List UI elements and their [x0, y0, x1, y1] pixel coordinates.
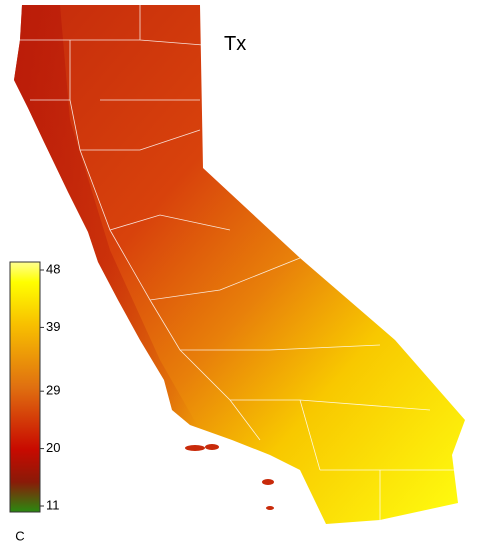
- colorbar-unit: C: [15, 528, 24, 543]
- islands: [185, 444, 274, 510]
- colorbar-ticks: 48 39 29 20 11: [40, 261, 60, 512]
- colorbar-tick-label: 48: [46, 261, 60, 276]
- colorbar-tick-label: 39: [46, 319, 60, 334]
- colorbar-tick-label: 29: [46, 383, 60, 398]
- state-shape: [14, 5, 465, 524]
- map-title: Tx: [224, 33, 246, 55]
- colorbar-tick-label: 11: [46, 497, 60, 512]
- colorbar: [9, 261, 41, 513]
- colorbar-tick-label: 20: [46, 440, 60, 455]
